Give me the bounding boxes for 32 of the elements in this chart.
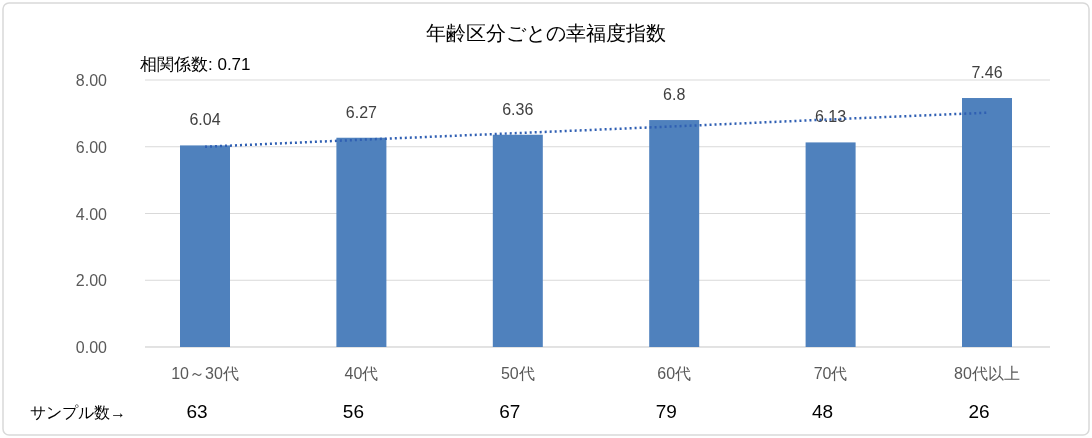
x-tick-label: 40代 bbox=[344, 365, 379, 382]
text: 79 bbox=[655, 401, 677, 422]
text: 63 bbox=[186, 401, 208, 422]
text: 相関係数: 0.71 bbox=[140, 55, 251, 74]
y-tick-label: 6.00 bbox=[75, 138, 108, 156]
y-tick-label: 4.00 bbox=[75, 205, 108, 223]
x-tick-label: 70代 bbox=[813, 365, 848, 382]
y-tick-label: 0.00 bbox=[75, 339, 108, 356]
data-label: 6.36 bbox=[502, 100, 534, 118]
bar bbox=[649, 120, 700, 347]
bar bbox=[336, 137, 387, 347]
bar bbox=[492, 134, 543, 347]
data-label: 6.13 bbox=[815, 108, 847, 126]
text: 26 bbox=[968, 401, 990, 422]
bar bbox=[180, 145, 230, 347]
data-label: 6.04 bbox=[189, 111, 221, 129]
text: サンプル数→ bbox=[30, 404, 126, 421]
chart-title: 年齢区分ごとの幸福度指数 bbox=[426, 22, 666, 44]
y-tick-label: 2.00 bbox=[75, 272, 108, 290]
data-label: 7.46 bbox=[971, 64, 1003, 82]
y-tick-label: 8.00 bbox=[75, 72, 108, 89]
text: 48 bbox=[812, 401, 834, 422]
x-tick-label: 60代 bbox=[657, 365, 692, 382]
bar bbox=[805, 142, 856, 347]
data-label: 6.27 bbox=[345, 103, 378, 121]
x-tick-label: 10～30代 bbox=[171, 365, 239, 382]
text: 67 bbox=[499, 401, 521, 422]
text: 56 bbox=[342, 401, 364, 422]
x-tick-label: 50代 bbox=[500, 365, 535, 382]
data-label: 6.8 bbox=[663, 86, 686, 104]
x-tick-label: 80代以上 bbox=[954, 365, 1020, 382]
bar bbox=[962, 98, 1012, 347]
